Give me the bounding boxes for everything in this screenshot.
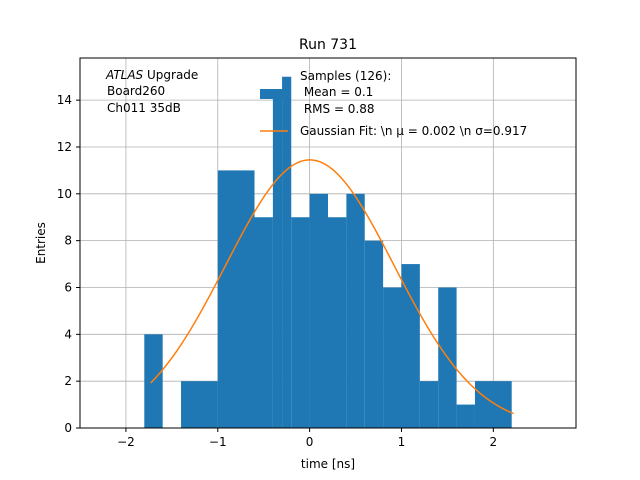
gaussian-fit-line xyxy=(150,159,514,415)
histogram-bar-4 xyxy=(272,90,283,428)
annotation-line-3: Ch011 35dB xyxy=(107,101,181,115)
legend-histogram-line-3: RMS = 0.88 xyxy=(300,102,375,116)
x-axis-ticks: −2 −1 0 1 2 xyxy=(117,428,497,449)
histogram-bar-9 xyxy=(346,193,365,428)
histogram-bar-5 xyxy=(282,76,292,428)
histogram-bars xyxy=(144,76,512,428)
axes-frame xyxy=(79,57,577,429)
y-tick-label-6: 12 xyxy=(57,140,72,154)
legend-fit-label: Gaussian Fit: \n μ = 0.002 \n σ=0.917 xyxy=(300,124,527,138)
y-tick-label-5: 10 xyxy=(57,187,72,201)
x-tick-label-2: 0 xyxy=(306,435,314,449)
chart-title: Run 731 xyxy=(299,37,357,53)
y-tick-label-7: 14 xyxy=(57,93,72,107)
legend: Samples (126): Mean = 0.1 RMS = 0.88 Gau… xyxy=(260,69,527,138)
x-tick-label-0: −2 xyxy=(117,435,135,449)
y-tick-label-1: 2 xyxy=(64,374,72,388)
histogram-bar-3 xyxy=(254,217,273,428)
histogram-bar-1 xyxy=(181,381,218,428)
legend-histogram-line-1: Samples (126): xyxy=(300,69,391,83)
atlas-annotation: ATLAS Upgrade Board260 Ch011 35dB xyxy=(105,68,198,115)
x-tick-label-4: 2 xyxy=(490,435,498,449)
legend-histogram-line-2: Mean = 0.1 xyxy=(300,85,373,99)
y-tick-label-0: 0 xyxy=(64,421,72,435)
y-axis-label: Entries xyxy=(34,222,48,264)
legend-histogram-swatch xyxy=(260,89,288,99)
x-tick-label-1: −1 xyxy=(209,435,227,449)
histogram-bar-7 xyxy=(309,193,328,428)
histogram-bar-13 xyxy=(419,381,439,428)
y-tick-label-3: 6 xyxy=(64,280,72,294)
y-axis-ticks: 0 2 4 6 8 10 12 14 xyxy=(57,93,80,435)
x-axis-label: time [ns] xyxy=(301,457,355,471)
histogram-bar-11 xyxy=(383,287,402,428)
histogram-bar-10 xyxy=(364,240,384,428)
annotation-rest: Upgrade xyxy=(143,68,198,82)
histogram-bar-15 xyxy=(456,404,475,428)
y-tick-label-4: 8 xyxy=(64,234,72,248)
histogram-bar-6 xyxy=(291,217,310,428)
y-tick-label-2: 4 xyxy=(64,327,72,341)
annotation-line-1: ATLAS Upgrade xyxy=(105,68,198,82)
histogram-bar-8 xyxy=(328,217,347,428)
histogram-bar-12 xyxy=(401,264,420,428)
annotation-italic: ATLAS xyxy=(105,68,144,82)
histogram-bar-16 xyxy=(474,381,512,428)
x-tick-label-3: 1 xyxy=(398,435,406,449)
annotation-line-2: Board260 xyxy=(107,84,165,98)
histogram-bar-2 xyxy=(217,170,255,428)
